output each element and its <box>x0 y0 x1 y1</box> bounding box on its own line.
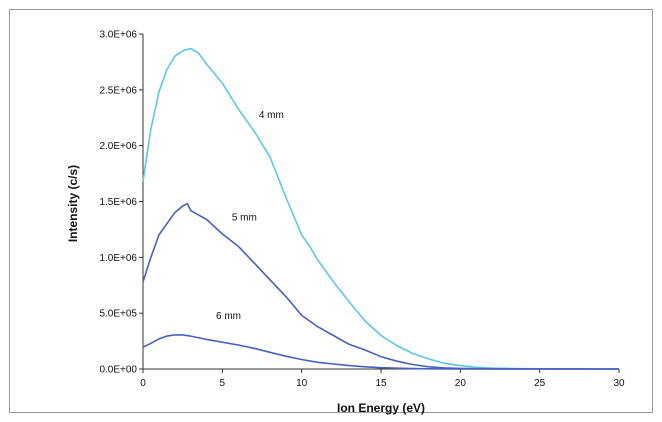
series-line-6-mm <box>142 334 620 370</box>
series-line-4-mm <box>142 47 620 370</box>
chart-axes: 0.0E+00 5.0E+05 1.0E+06 1.5E+06 2.0E+06 2.5E+… <box>99 30 625 390</box>
y-tick-label: 2.0E+06 <box>99 141 137 152</box>
series-labels: 4 mm 5 mm 6 mm <box>216 110 284 322</box>
y-tick-label: 0.0E+00 <box>99 365 137 376</box>
y-tick-label: 1.0E+06 <box>99 253 137 264</box>
y-tick-label: 2.5E+06 <box>99 85 137 96</box>
x-tick-label: 30 <box>613 378 625 389</box>
x-tick-label: 5 <box>220 378 226 389</box>
chart-frame <box>9 9 653 413</box>
series-line-5-mm <box>142 202 620 370</box>
x-tick-label: 0 <box>140 378 146 389</box>
y-tick-label: 3.0E+06 <box>99 30 137 41</box>
y-tick-label: 1.5E+06 <box>99 197 137 208</box>
series-layer <box>142 47 620 370</box>
series-label: 6 mm <box>216 311 241 322</box>
x-tick-label: 10 <box>296 378 308 389</box>
x-axis-title: Ion Energy (eV) <box>337 401 425 415</box>
series-label: 5 mm <box>232 212 257 223</box>
y-tick-label: 5.0E+05 <box>99 309 137 320</box>
x-tick-label: 25 <box>534 378 546 389</box>
x-tick-label: 20 <box>455 378 467 389</box>
y-axis-title: Intensity (c/s) <box>66 165 80 242</box>
x-tick-label: 15 <box>375 378 387 389</box>
series-label: 4 mm <box>259 110 284 121</box>
